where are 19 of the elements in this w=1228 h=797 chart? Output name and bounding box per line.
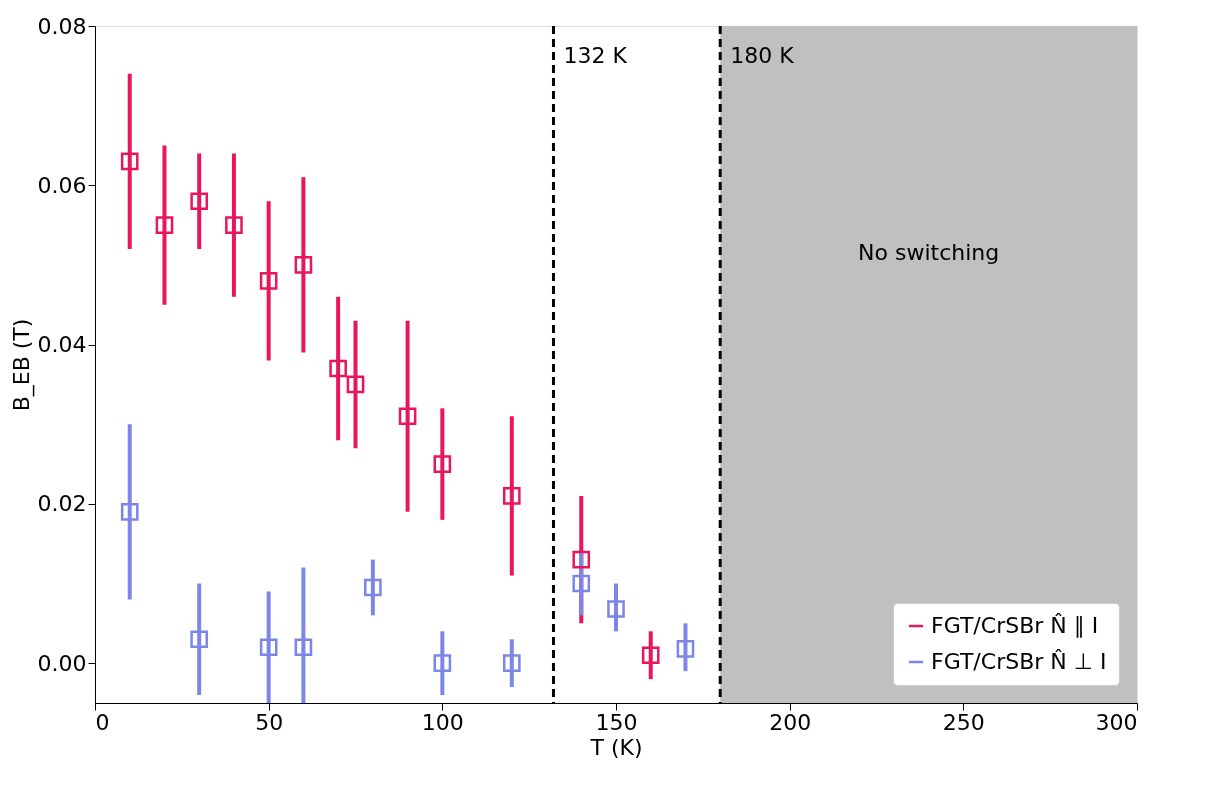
x-tick-label: 150 (595, 709, 638, 735)
x-tick-label: 200 (769, 709, 812, 735)
ref-line-label: 180 K (730, 43, 795, 68)
y-tick-label: 0.06 (37, 172, 87, 198)
y-axis-title: B_EB (T) (8, 318, 35, 412)
x-axis-title: T (K) (589, 734, 643, 760)
y-tick-label: 0.00 (37, 650, 87, 676)
x-tick-label: 100 (421, 709, 464, 735)
x-tick-label: 300 (1095, 709, 1138, 735)
x-tick-label: 250 (942, 709, 985, 735)
x-tick-label: 0 (95, 709, 110, 735)
x-tick-label: 50 (255, 709, 284, 735)
ref-line-label: 132 K (563, 43, 628, 68)
y-tick-label: 0.04 (37, 332, 87, 358)
y-tick-label: 0.02 (37, 491, 87, 517)
band-label: No switching (858, 239, 1000, 265)
legend-label: FGT/CrSBr N̂ ∥ I (931, 612, 1099, 638)
y-tick-label: 0.08 (37, 13, 87, 39)
legend-label: FGT/CrSBr N̂ ⊥ I (931, 648, 1107, 674)
